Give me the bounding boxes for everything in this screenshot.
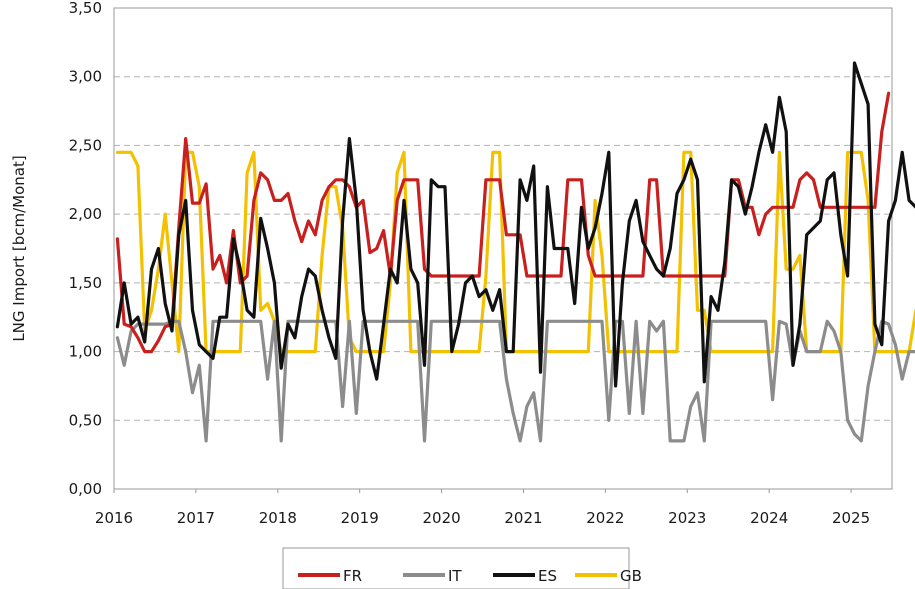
- x-tick-label: 2017: [177, 509, 215, 527]
- plot-area-frame: [113, 7, 893, 490]
- legend-label-gb: GB: [620, 567, 642, 585]
- x-axis-ticks: 2016 2017 2018 2019 2020 2021 2022 2023 2024 2025: [95, 489, 870, 527]
- x-tick-label: 2023: [668, 509, 706, 527]
- x-tick-label: 2025: [832, 509, 870, 527]
- legend-label-fr: FR: [343, 567, 362, 585]
- series-line-gb: [115, 150, 915, 354]
- y-axis-label: LNG Import [bcm/Monat]: [10, 155, 28, 341]
- series-line-es: [115, 61, 915, 388]
- y-tick-label: 1,00: [69, 343, 102, 361]
- y-axis-ticks: 0,00 0,50 1,00 1,50 2,00 2,50 3,00 3,50: [69, 0, 102, 498]
- y-tick-label: 3,50: [69, 0, 102, 17]
- y-tick-label: 0,50: [69, 411, 102, 429]
- y-tick-label: 0,00: [69, 480, 102, 498]
- y-tick-label: 3,00: [69, 68, 102, 86]
- x-tick-label: 2016: [95, 509, 133, 527]
- legend-label-it: IT: [448, 567, 462, 585]
- x-tick-label: 2024: [750, 509, 788, 527]
- x-tick-label: 2022: [586, 509, 624, 527]
- legend: FR IT ES GB: [282, 547, 642, 589]
- series-line-fr: [115, 91, 891, 354]
- legend-box: [282, 547, 630, 589]
- series-line-it: [115, 319, 915, 443]
- y-tick-label: 1,50: [69, 274, 102, 292]
- x-tick-label: 2019: [341, 509, 379, 527]
- x-tick-label: 2020: [422, 509, 460, 527]
- y-tick-label: 2,00: [69, 205, 102, 223]
- x-tick-label: 2021: [504, 509, 542, 527]
- y-tick-label: 2,50: [69, 136, 102, 154]
- x-tick-label: 2018: [259, 509, 297, 527]
- series-lines: [115, 61, 915, 443]
- legend-label-es: ES: [538, 567, 557, 585]
